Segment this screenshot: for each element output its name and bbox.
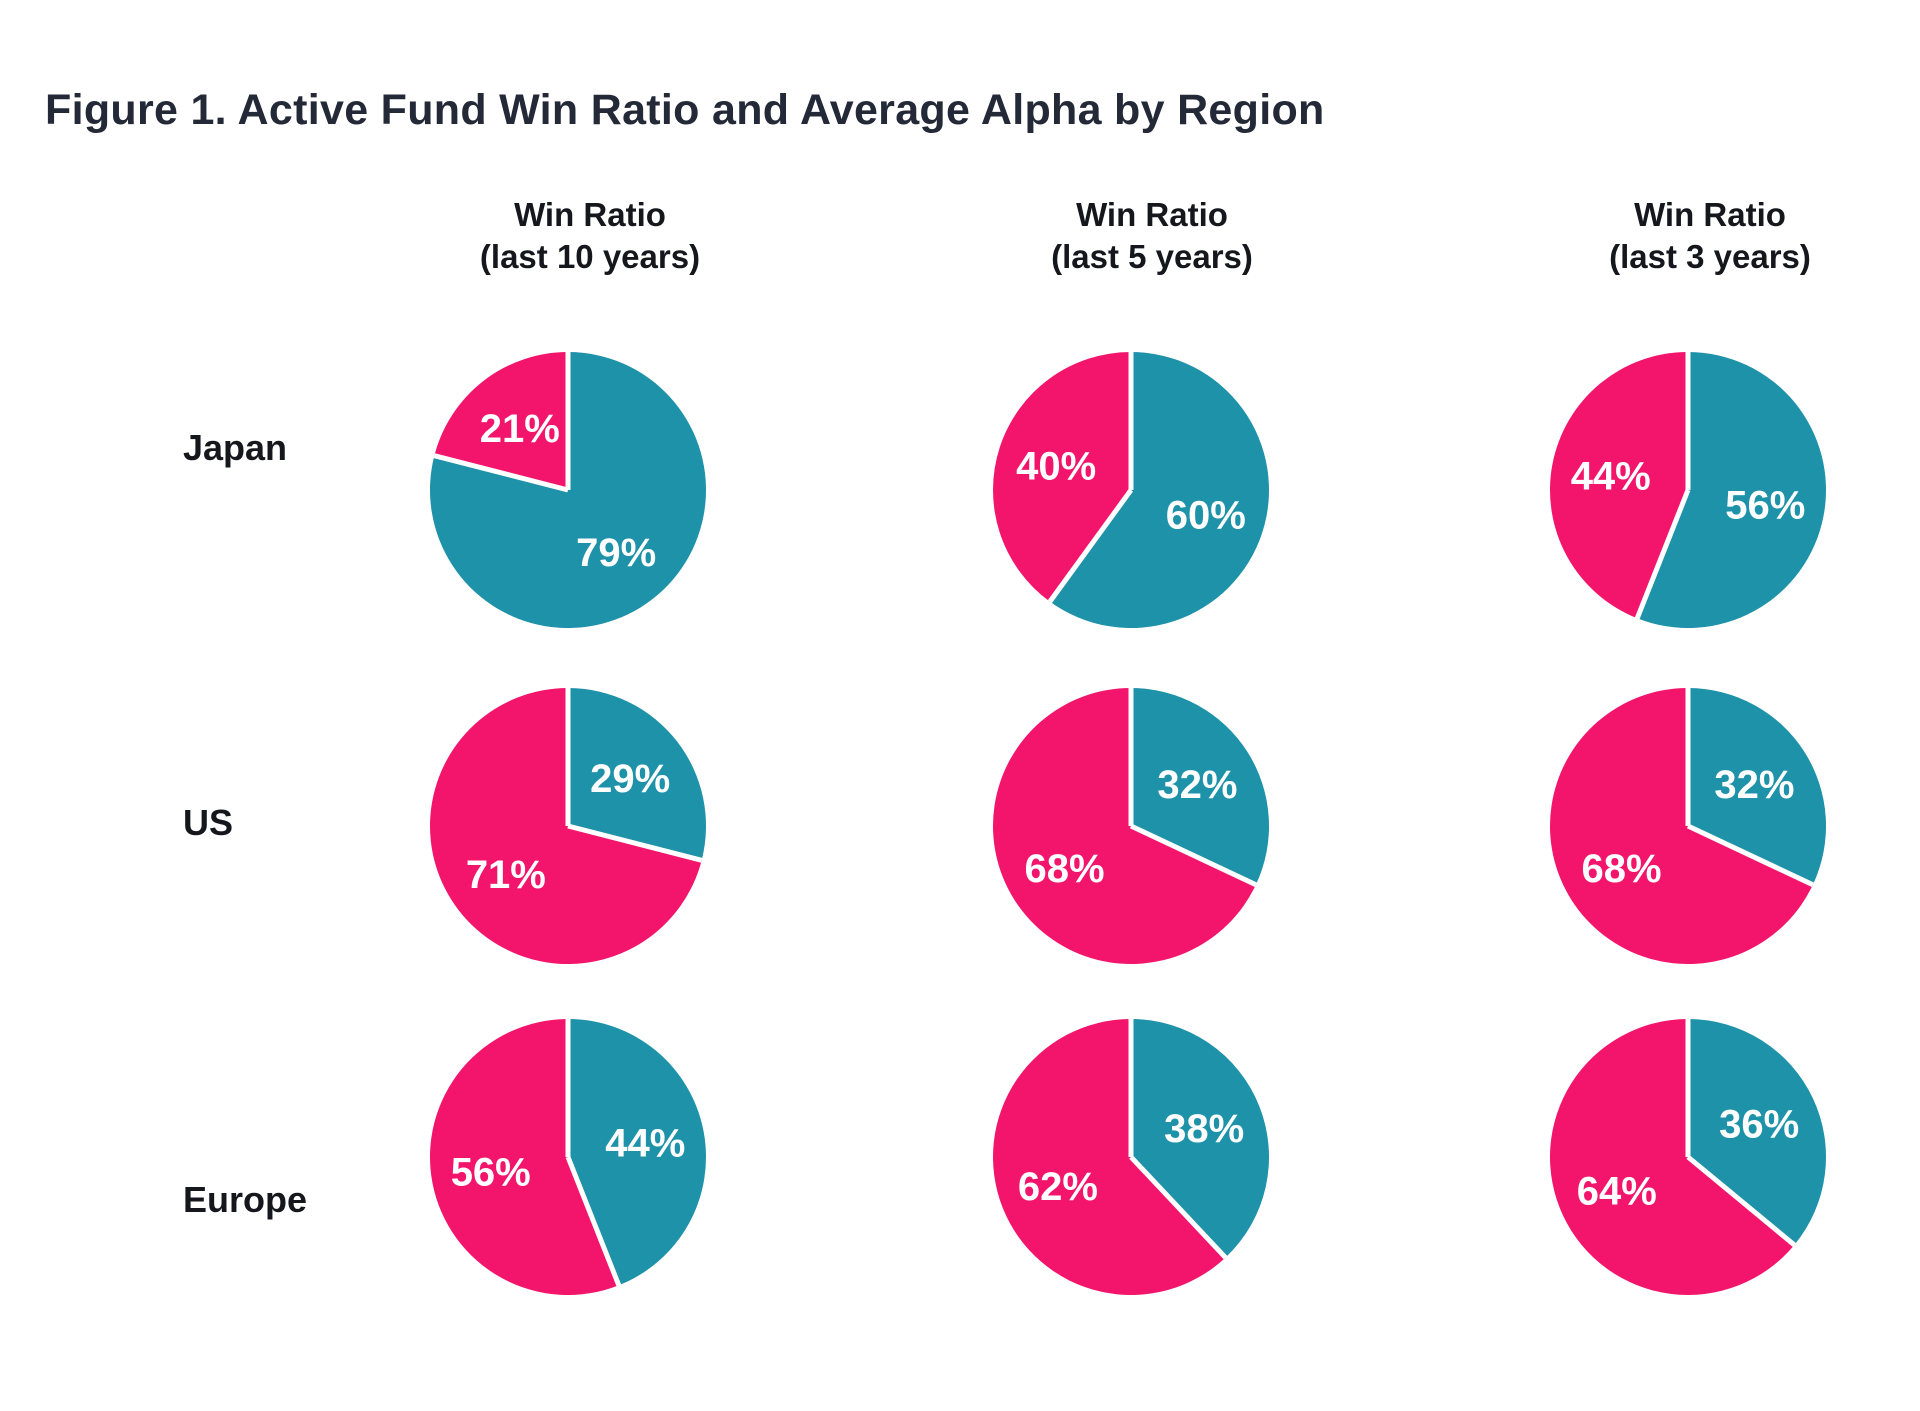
pie-europe-last-5-years: 38% 62%	[993, 1019, 1269, 1295]
column-header-last-3-years: Win Ratio (last 3 years)	[1480, 194, 1920, 278]
pie-us-last-5-years: 32% 68%	[993, 688, 1269, 964]
teal-slice	[1131, 1019, 1269, 1258]
pie-japan-last-10-years: 79% 21%	[430, 352, 706, 628]
pink-slice	[1550, 352, 1688, 619]
pink-slice-label: 68%	[1025, 847, 1105, 891]
pie-europe-last-3-years: 36% 64%	[1550, 1019, 1826, 1295]
teal-slice-label: 44%	[605, 1121, 685, 1165]
teal-slice-label: 36%	[1719, 1103, 1799, 1147]
slice-divider	[1129, 1155, 1228, 1260]
column-header-line2: (last 3 years)	[1609, 238, 1811, 275]
column-header-line2: (last 5 years)	[1051, 238, 1253, 275]
pie-us-last-10-years: 29% 71%	[430, 688, 706, 964]
teal-slice-label: 38%	[1164, 1107, 1244, 1151]
column-header-last-5-years: Win Ratio (last 5 years)	[922, 194, 1382, 278]
teal-slice-label: 29%	[590, 757, 670, 801]
column-header-last-10-years: Win Ratio (last 10 years)	[360, 194, 820, 278]
teal-slice-label: 60%	[1166, 493, 1246, 537]
teal-slice	[1688, 1019, 1826, 1245]
pink-slice-label: 21%	[480, 407, 560, 451]
teal-slice-label: 79%	[576, 531, 656, 575]
pie-us-last-3-years: 32% 68%	[1550, 688, 1826, 964]
figure-title: Figure 1. Active Fund Win Ratio and Aver…	[45, 86, 1325, 134]
teal-slice-label: 56%	[1725, 484, 1805, 528]
slice-divider	[1129, 823, 1257, 888]
slice-divider	[1047, 488, 1134, 604]
pink-slice-label: 64%	[1577, 1169, 1657, 1213]
pink-slice	[993, 688, 1256, 964]
pink-slice	[1550, 688, 1813, 964]
pink-slice-label: 62%	[1018, 1165, 1098, 1209]
column-header-line1: Win Ratio	[1634, 196, 1786, 233]
pink-slice	[434, 352, 568, 490]
pink-slice	[993, 352, 1131, 602]
slice-divider	[1634, 489, 1691, 620]
column-header-line2: (last 10 years)	[479, 238, 701, 275]
row-label-us: US	[183, 802, 234, 843]
slice-divider	[1686, 823, 1814, 888]
pink-slice-label: 56%	[451, 1151, 531, 1195]
pink-slice-label: 68%	[1582, 847, 1662, 891]
teal-slice	[1049, 352, 1269, 628]
slice-divider	[433, 453, 569, 493]
teal-slice-label: 32%	[1157, 763, 1237, 807]
pink-slice	[1550, 1019, 1795, 1295]
column-header-line1: Win Ratio	[514, 196, 666, 233]
pink-slice	[993, 1019, 1226, 1295]
slice-divider	[1686, 1155, 1796, 1247]
teal-slice-label: 32%	[1714, 763, 1794, 807]
pink-slice-label: 40%	[1016, 445, 1096, 489]
column-header-line1: Win Ratio	[1076, 196, 1228, 233]
teal-slice	[568, 688, 706, 861]
teal-slice	[568, 1019, 706, 1286]
row-label-japan: Japan	[183, 427, 288, 468]
slice-divider	[565, 1156, 622, 1287]
pie-japan-last-5-years: 60% 40%	[993, 352, 1269, 628]
pink-slice-label: 44%	[1571, 454, 1651, 498]
slice-divider	[567, 823, 703, 863]
teal-slice	[1131, 688, 1269, 885]
row-label-europe: Europe	[183, 1179, 308, 1220]
pink-slice-label: 71%	[466, 853, 546, 897]
pie-japan-last-3-years: 56% 44%	[1550, 352, 1826, 628]
teal-slice	[1688, 688, 1826, 885]
teal-slice	[1637, 352, 1826, 628]
pie-europe-last-10-years: 44% 56%	[430, 1019, 706, 1295]
pink-slice	[430, 1019, 619, 1295]
